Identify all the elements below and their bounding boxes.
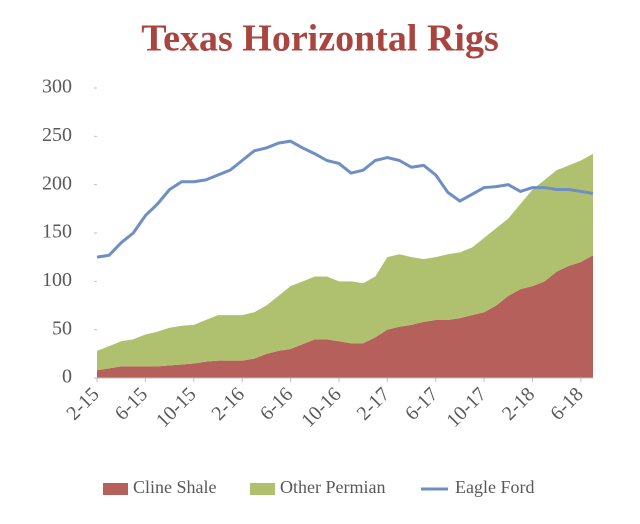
x-tick-label: 2-18 [498, 383, 539, 424]
legend-swatch [103, 483, 128, 495]
x-tick-label: 10-16 [297, 383, 346, 432]
x-tick-label: 6-15 [111, 383, 152, 424]
legend-label: Cline Shale [133, 477, 217, 497]
x-tick-label: 6-18 [546, 383, 587, 424]
y-tick-label: 200 [42, 172, 72, 194]
chart-title: Texas Horizontal Rigs [141, 18, 499, 60]
y-tick-label: 150 [42, 221, 72, 243]
x-tick-label: 10-17 [442, 383, 491, 432]
y-tick-label: 0 [62, 366, 72, 388]
y-tick-label: 300 [42, 76, 72, 98]
x-tick-label: 6-17 [401, 383, 442, 424]
y-tick-label: 100 [42, 269, 72, 291]
x-tick-label: 6-16 [256, 383, 297, 424]
legend-label: Eagle Ford [455, 477, 534, 497]
x-tick-label: 10-15 [152, 383, 201, 432]
line [96, 139, 594, 259]
x-tick-label: 2-16 [207, 383, 248, 424]
x-tick-label: 2-17 [353, 383, 394, 424]
legend-label: Other Permian [280, 477, 385, 497]
legend-swatch [250, 483, 275, 495]
x-tick-label: 2-15 [62, 383, 103, 424]
area [97, 255, 593, 378]
y-tick-label: 50 [52, 317, 72, 339]
y-tick-label: 250 [42, 124, 72, 146]
area [97, 153, 593, 371]
